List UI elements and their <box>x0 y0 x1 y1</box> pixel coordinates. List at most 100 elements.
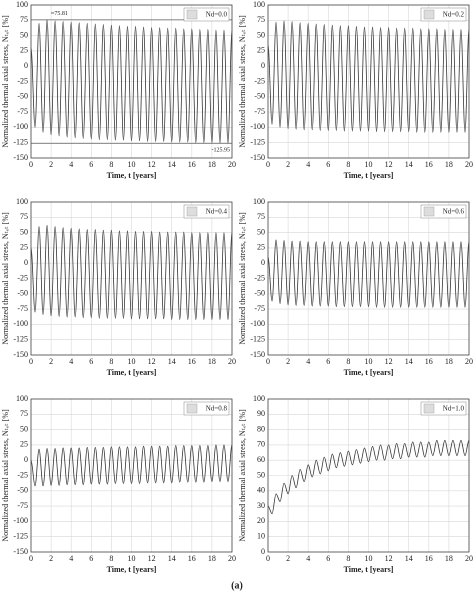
x-tick-label: 12 <box>385 554 393 563</box>
y-tick-label: 60 <box>257 455 265 464</box>
x-tick-label: 18 <box>208 554 216 563</box>
legend-icon <box>423 403 435 414</box>
x-tick-label: 2 <box>286 554 290 563</box>
x-tick-label: 12 <box>148 160 156 169</box>
x-tick-label: 0 <box>29 160 33 169</box>
y-tick-label: -50 <box>17 289 28 298</box>
y-tick-label: 25 <box>20 243 28 252</box>
y-tick-label: 75 <box>20 409 28 418</box>
y-tick-label: -100 <box>13 319 28 328</box>
y-tick-label: 80 <box>257 424 265 433</box>
x-axis-label: Time, t [years] <box>107 368 157 377</box>
plot-frame <box>267 201 470 356</box>
x-tick-label: 10 <box>128 160 136 169</box>
x-tick-label: 10 <box>365 160 373 169</box>
legend-icon <box>186 9 198 20</box>
y-tick-label: 50 <box>20 227 28 236</box>
x-axis-label: Time, t [years] <box>107 565 157 574</box>
x-tick-label: 12 <box>148 357 156 366</box>
legend-label: Nd=0.0 <box>206 11 228 19</box>
x-tick-label: 0 <box>29 357 33 366</box>
y-tick-label: -75 <box>17 107 28 116</box>
legend: Nd=0.0 <box>183 7 230 22</box>
x-tick-label: 20 <box>465 160 473 169</box>
x-tick-label: 16 <box>425 357 433 366</box>
y-tick-label: 25 <box>257 46 265 55</box>
x-tick-label: 20 <box>465 357 473 366</box>
x-tick-label: 4 <box>69 554 73 563</box>
y-tick-label: 75 <box>20 212 28 221</box>
y-tick-label: 50 <box>20 30 28 39</box>
plot-frame <box>30 398 233 553</box>
y-tick-label: 50 <box>257 470 265 479</box>
legend-label: Nd=0.6 <box>443 208 465 216</box>
x-tick-label: 12 <box>385 357 393 366</box>
y-tick-label: 100 <box>253 197 265 206</box>
y-tick-label: 25 <box>257 243 265 252</box>
x-tick-label: 16 <box>188 357 196 366</box>
y-tick-label: -125 <box>13 138 28 147</box>
y-tick-label: 0 <box>261 258 265 267</box>
y-tick-label: -125 <box>250 138 265 147</box>
y-tick-label: 75 <box>257 212 265 221</box>
x-tick-label: 12 <box>385 160 393 169</box>
x-tick-label: 2 <box>286 160 290 169</box>
y-tick-label: 25 <box>20 46 28 55</box>
x-tick-label: 2 <box>49 357 53 366</box>
y-tick-label: -150 <box>13 350 28 359</box>
y-tick-label: 0 <box>24 61 28 70</box>
y-tick-label: -75 <box>254 107 265 116</box>
x-tick-label: 8 <box>109 357 113 366</box>
legend: Nd=0.2 <box>420 7 467 22</box>
y-tick-label: -50 <box>17 92 28 101</box>
y-tick-label: 25 <box>20 440 28 449</box>
x-tick-label: 4 <box>306 160 310 169</box>
x-tick-label: 18 <box>208 357 216 366</box>
y-tick-label: -150 <box>13 547 28 556</box>
y-tick-label: -25 <box>254 273 265 282</box>
x-tick-label: 6 <box>326 357 330 366</box>
y-tick-label: 30 <box>257 501 265 510</box>
x-tick-label: 16 <box>188 554 196 563</box>
legend: Nd=0.8 <box>183 401 230 416</box>
x-tick-label: 12 <box>148 554 156 563</box>
x-axis-label: Time, t [years] <box>344 171 394 180</box>
x-tick-label: 8 <box>109 554 113 563</box>
x-tick-label: 8 <box>346 357 350 366</box>
y-tick-label: 100 <box>16 0 28 9</box>
x-tick-label: 4 <box>69 160 73 169</box>
y-tick-label: 0 <box>261 61 265 70</box>
x-tick-label: 8 <box>346 554 350 563</box>
plot-frame <box>30 4 233 159</box>
y-axis-label: Normalized thermal axial stress, Nₜₒₜ [%… <box>238 212 247 345</box>
legend: Nd=0.4 <box>183 204 230 219</box>
x-tick-label: 0 <box>266 554 270 563</box>
x-tick-label: 8 <box>346 160 350 169</box>
x-tick-label: 0 <box>266 160 270 169</box>
data-line <box>30 444 233 487</box>
y-tick-label: 75 <box>20 15 28 24</box>
legend: Nd=0.6 <box>420 204 467 219</box>
y-tick-label: -25 <box>17 76 28 85</box>
x-tick-label: 14 <box>168 160 176 169</box>
x-tick-label: 14 <box>168 357 176 366</box>
y-tick-label: 0 <box>261 547 265 556</box>
x-axis-label: Time, t [years] <box>107 171 157 180</box>
x-tick-label: 20 <box>228 160 236 169</box>
x-tick-label: 6 <box>326 554 330 563</box>
y-tick-label: 0 <box>24 258 28 267</box>
y-tick-label: -100 <box>13 122 28 131</box>
figure-label: (a) <box>231 580 243 591</box>
x-axis-label: Time, t [years] <box>344 565 394 574</box>
x-tick-label: 8 <box>109 160 113 169</box>
y-tick-label: 100 <box>16 197 28 206</box>
x-tick-label: 14 <box>405 160 413 169</box>
y-tick-label: -75 <box>254 304 265 313</box>
y-tick-label: -150 <box>250 350 265 359</box>
x-tick-label: 2 <box>286 357 290 366</box>
legend: Nd=1.0 <box>420 401 467 416</box>
y-axis-label: Normalized thermal axial stress, Nₜₒₜ [%… <box>238 409 247 542</box>
y-tick-label: -25 <box>254 76 265 85</box>
y-tick-label: 50 <box>257 227 265 236</box>
